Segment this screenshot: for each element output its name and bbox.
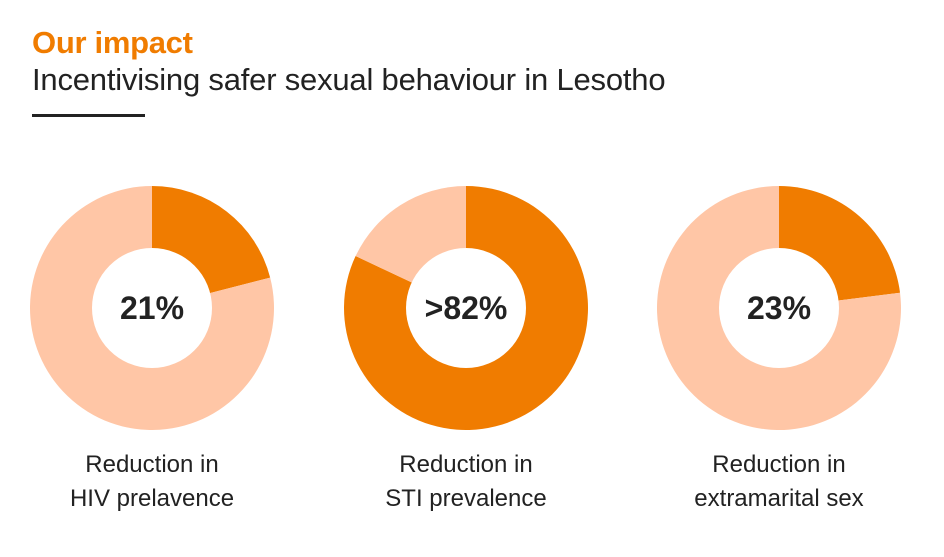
- donut-value-label: 21%: [119, 289, 185, 326]
- donut-hole: [719, 248, 839, 368]
- caption-line: extramarital sex: [694, 485, 864, 512]
- donut-svg: [344, 186, 588, 430]
- chart-caption-extramarital: Reduction in extramarital sex: [629, 448, 929, 516]
- donut-svg: [657, 186, 901, 430]
- caption-line: Reduction in: [85, 451, 219, 478]
- donut-chart-hiv: 21%: [30, 186, 274, 430]
- caption-line: Reduction in: [399, 451, 533, 478]
- section-kicker: Our impact: [32, 25, 193, 60]
- donut-chart-extramarital: 23%: [657, 186, 901, 430]
- page-title: Incentivising safer sexual behaviour in …: [32, 62, 666, 97]
- donut-chart-sti: >82%: [344, 186, 588, 430]
- caption-line: HIV prelavence: [69, 485, 235, 512]
- donut-value-label: >82%: [424, 289, 508, 326]
- title-underline: [32, 114, 145, 117]
- donut-hole: [92, 248, 212, 368]
- donut-svg: [30, 186, 274, 430]
- chart-caption-hiv: Reduction in HIV prelavence: [2, 448, 302, 516]
- donut-hole: [406, 248, 526, 368]
- donut-value-label: 23%: [746, 289, 812, 326]
- chart-caption-sti: Reduction in STI prevalence: [316, 448, 616, 516]
- caption-line: Reduction in: [712, 451, 846, 478]
- caption-line: STI prevalence: [385, 485, 547, 512]
